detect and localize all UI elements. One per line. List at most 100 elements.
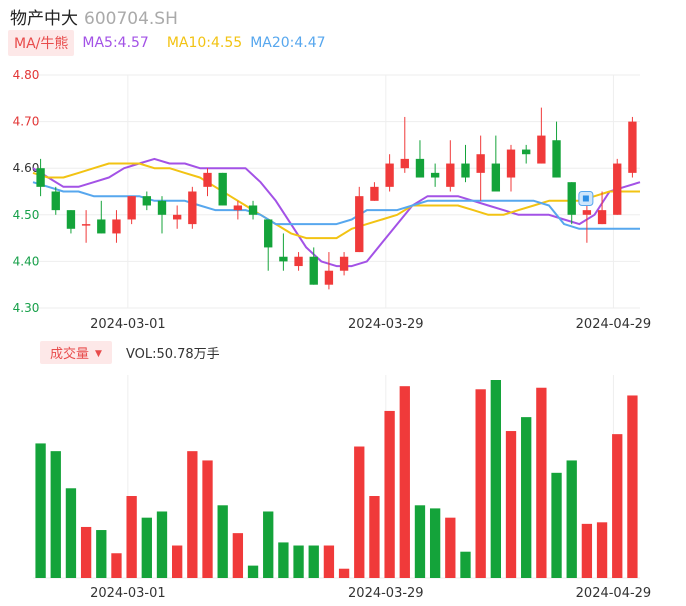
volume-bar bbox=[65, 488, 77, 578]
volume-bar bbox=[338, 568, 350, 578]
ma20-legend: MA20:4.47 bbox=[250, 35, 326, 51]
ma5-legend: MA5:4.57 bbox=[82, 35, 149, 51]
volume-bar bbox=[460, 551, 471, 578]
ma10-line bbox=[32, 162, 640, 240]
candle-body bbox=[294, 256, 303, 267]
volume-grid bbox=[33, 375, 640, 579]
candle-body bbox=[188, 191, 197, 225]
candle-body bbox=[537, 135, 546, 164]
candle-body bbox=[628, 121, 637, 173]
ma20-line bbox=[32, 181, 640, 230]
volume-bar bbox=[217, 505, 228, 578]
y-tick-label: 4.60 bbox=[13, 161, 40, 175]
marker-icon-core bbox=[582, 195, 589, 202]
x-tick-label: 2024-03-29 bbox=[348, 317, 424, 332]
volume-bar bbox=[429, 508, 441, 578]
candle-body bbox=[309, 256, 318, 285]
latest-marker bbox=[578, 190, 594, 206]
stock-name: 物产中大 bbox=[10, 9, 78, 29]
candle-body bbox=[127, 196, 136, 220]
volume-bar bbox=[172, 545, 183, 578]
volume-tab-label: 成交量 bbox=[50, 346, 90, 362]
candle-body bbox=[112, 219, 121, 234]
candle-body bbox=[339, 256, 349, 271]
candle-body bbox=[264, 219, 273, 248]
volume-bar bbox=[80, 526, 92, 578]
volume-x-tick-label: 2024-04-29 bbox=[576, 586, 652, 601]
price-grid bbox=[33, 74, 640, 309]
volume-bar bbox=[156, 511, 168, 578]
candle-body bbox=[446, 163, 455, 187]
candle-body bbox=[142, 196, 151, 206]
ma-legend-bar: MA/牛熊 MA5:4.57 MA10:4.55 MA20:4.47 bbox=[8, 30, 326, 56]
candle-body bbox=[385, 163, 394, 187]
candle-body bbox=[370, 186, 379, 201]
volume-x-axis: 2024-03-01 2024-03-29 2024-04-29 bbox=[90, 586, 651, 601]
volume-indicator-dropdown[interactable]: 成交量 ▼ bbox=[40, 340, 112, 364]
candle-body bbox=[66, 210, 76, 229]
volume-bar bbox=[505, 431, 517, 578]
y-tick-label: 4.80 bbox=[13, 68, 40, 82]
volume-bar bbox=[384, 410, 395, 578]
volume-bar bbox=[232, 533, 244, 578]
price-x-axis: 2024-03-01 2024-03-29 2024-04-29 bbox=[90, 317, 651, 332]
moving-average-lines bbox=[32, 157, 641, 268]
volume-bar bbox=[247, 565, 259, 578]
candle-body bbox=[81, 224, 91, 226]
candle-body bbox=[613, 163, 622, 215]
volume-bar bbox=[490, 380, 501, 578]
candle-body bbox=[476, 154, 485, 173]
volume-legend-bar: 成交量 ▼ VOL:50.78万手 bbox=[40, 340, 220, 364]
y-tick-label: 4.40 bbox=[13, 254, 40, 268]
volume-bar bbox=[354, 446, 365, 578]
volume-bar bbox=[536, 387, 547, 578]
candle-body bbox=[355, 196, 364, 253]
volume-bar bbox=[475, 389, 486, 578]
candle-body bbox=[597, 210, 607, 225]
candle-body bbox=[582, 210, 592, 215]
volume-bar bbox=[278, 542, 289, 578]
volume-series bbox=[35, 380, 638, 578]
volume-bar bbox=[581, 523, 593, 578]
candle-body bbox=[400, 158, 409, 169]
volume-bar bbox=[612, 434, 623, 578]
candle-body bbox=[430, 172, 440, 178]
price-y-axis: 4.80 4.70 4.60 4.50 4.40 4.30 bbox=[13, 68, 40, 315]
candle-body bbox=[157, 200, 167, 215]
volume-value: VOL:50.78万手 bbox=[125, 346, 220, 362]
ma-indicator-tab[interactable]: MA/牛熊 bbox=[8, 30, 75, 56]
volume-bar bbox=[566, 460, 577, 578]
volume-x-tick-label: 2024-03-01 bbox=[90, 586, 166, 601]
candle-body bbox=[567, 182, 576, 215]
stock-code: 600704.SH bbox=[84, 9, 178, 29]
volume-bar bbox=[308, 545, 319, 578]
volume-bar bbox=[111, 553, 122, 578]
volume-bar bbox=[293, 545, 304, 578]
volume-bar bbox=[141, 517, 152, 578]
y-tick-label: 4.70 bbox=[13, 115, 40, 129]
volume-bar bbox=[445, 517, 456, 578]
volume-bar bbox=[202, 460, 213, 578]
volume-bar bbox=[414, 505, 426, 578]
candlestick-series bbox=[36, 107, 637, 290]
volume-bar bbox=[399, 386, 410, 578]
dropdown-caret-icon: ▼ bbox=[95, 348, 102, 359]
stock-title: 物产中大 600704.SH bbox=[10, 4, 178, 29]
candle-body bbox=[172, 214, 182, 220]
x-tick-label: 2024-03-01 bbox=[90, 317, 166, 332]
candle-body bbox=[491, 163, 501, 192]
ma5-line bbox=[32, 157, 641, 268]
volume-bar bbox=[126, 496, 137, 578]
candle-body bbox=[36, 168, 45, 187]
candle-body bbox=[415, 158, 425, 178]
candle-body bbox=[51, 191, 60, 211]
candle-body bbox=[218, 172, 227, 206]
volume-bar bbox=[35, 443, 46, 578]
volume-bar bbox=[596, 522, 608, 578]
candle-body bbox=[461, 163, 470, 178]
candle-body bbox=[97, 219, 106, 234]
volume-bar bbox=[187, 451, 198, 578]
candle-body bbox=[233, 205, 243, 211]
volume-bar bbox=[96, 530, 107, 578]
candle-body bbox=[248, 205, 258, 215]
